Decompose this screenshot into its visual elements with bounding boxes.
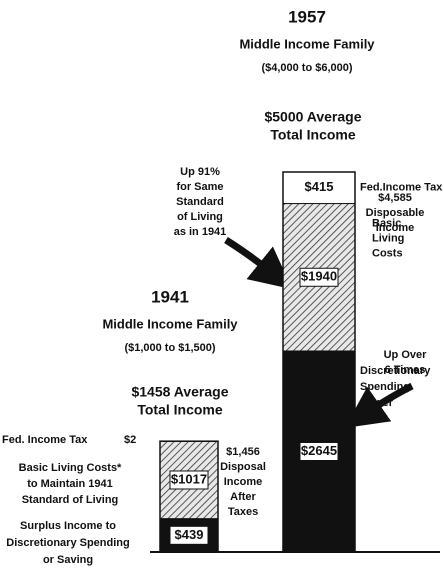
segment-name: to Maintain 1941 — [27, 478, 113, 490]
total-label: Total Income — [137, 402, 223, 418]
segment-name: Standard of Living — [22, 494, 119, 506]
segment-name: Costs — [372, 247, 403, 259]
segment-name: Fed. Income Tax — [2, 434, 88, 446]
value-label: $1940 — [301, 269, 337, 284]
segment-name: Basic Living Costs* — [19, 462, 122, 474]
segment-name: Discretionary Spending — [6, 537, 129, 549]
annotation: Standard — [176, 196, 224, 208]
value-label: $439 — [175, 527, 204, 542]
segment-name: Power — [360, 397, 394, 409]
total-label: $1458 Average — [131, 384, 228, 400]
annotation: 6 Times — [385, 364, 426, 376]
annotation: of Living — [177, 211, 223, 223]
group-range: ($4,000 to $6,000) — [261, 62, 352, 74]
value-label: $2645 — [301, 443, 337, 458]
annotation: Income — [224, 476, 263, 488]
annotation: After — [230, 491, 256, 503]
total-label: $5000 Average — [264, 109, 361, 125]
annotation: $1,456 — [226, 446, 260, 458]
arrow — [226, 240, 276, 276]
annotation: as in 1941 — [174, 226, 227, 238]
segment-name: Living — [372, 232, 404, 244]
group-subheading: Middle Income Family — [102, 316, 238, 331]
segment-name: Surplus Income to — [20, 520, 116, 532]
annotation: for Same — [176, 181, 223, 193]
group-heading: 1957 — [288, 7, 326, 26]
annotation: Up Over — [384, 349, 428, 361]
group-range: ($1,000 to $1,500) — [124, 342, 215, 354]
annotation: Taxes — [228, 506, 258, 518]
annotation: Up 91% — [180, 166, 220, 178]
value-label: $1017 — [171, 471, 207, 486]
annotation: Disposable — [366, 207, 425, 219]
annotation: Income — [376, 222, 415, 234]
value-label: $2 — [124, 434, 136, 446]
segment-name: or Saving — [43, 554, 93, 566]
annotation: Disposal — [220, 461, 266, 473]
segment-name: Spending — [360, 381, 410, 393]
value-label: $415 — [305, 179, 334, 194]
total-label: Total Income — [270, 127, 356, 143]
group-subheading: Middle Income Family — [239, 36, 375, 51]
annotation: $4,585 — [378, 192, 412, 204]
group-heading: 1941 — [151, 287, 189, 306]
